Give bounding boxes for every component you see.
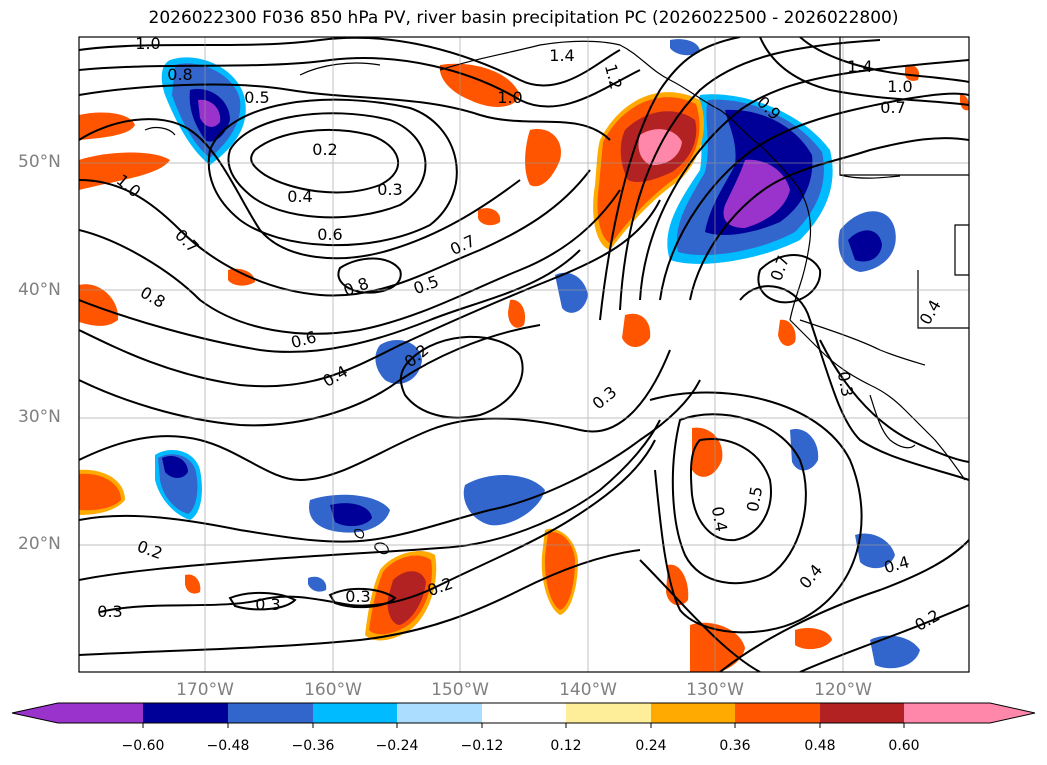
contour-label: 1.0 <box>887 77 912 96</box>
contour-label: 0.6 <box>317 225 342 244</box>
contour-label: 0.2 <box>312 140 337 159</box>
contour-label: 0.4 <box>287 187 312 206</box>
latitude-label: 40°N <box>18 280 61 300</box>
longitude-label: 150°W <box>431 680 489 700</box>
colorbar-segment <box>566 703 651 723</box>
colorbar-segment <box>313 703 397 723</box>
colorbar-tick-label: 0.24 <box>635 738 666 754</box>
longitude-label: 170°W <box>176 680 234 700</box>
contour-label: 1.4 <box>847 57 872 76</box>
contour-label: 0.3 <box>377 180 402 199</box>
colorbar-segment <box>482 703 566 723</box>
colorbar-tick-label: 0.12 <box>550 738 581 754</box>
map-title: 2026022300 F036 850 hPa PV, river basin … <box>0 8 1047 28</box>
colorbar-segment <box>651 703 735 723</box>
contour-label: 0.8 <box>167 65 192 84</box>
colorbar-segment <box>143 703 228 723</box>
contour-label: 1.0 <box>497 88 522 107</box>
colorbar <box>0 698 1047 734</box>
map-plot: 1.0 0.8 0.5 1.4 1.2 1.0 1.4 1.0 0.7 0.9 … <box>0 0 1047 700</box>
colorbar-tick-label: −0.60 <box>122 738 165 754</box>
colorbar-tick-label: −0.48 <box>207 738 250 754</box>
colorbar-segment <box>735 703 820 723</box>
contour-label: 0.7 <box>880 98 905 117</box>
latitude-label: 20°N <box>18 534 61 554</box>
contour-label: 0.3 <box>97 602 122 621</box>
colorbar-segment <box>820 703 904 723</box>
colorbar-segment <box>904 703 1035 723</box>
colorbar-segment <box>228 703 313 723</box>
colorbar-segment <box>397 703 482 723</box>
colorbar-tick-label: −0.36 <box>292 738 335 754</box>
latitude-label: 50°N <box>18 152 61 172</box>
longitude-label: 160°W <box>304 680 362 700</box>
colorbar-tick-label: 0.36 <box>719 738 750 754</box>
colorbar-tick-label: 0.60 <box>888 738 919 754</box>
longitude-label: 130°W <box>686 680 744 700</box>
colorbar-tick-label: −0.24 <box>376 738 419 754</box>
contour-label: 0.3 <box>345 587 370 606</box>
latitude-label: 30°N <box>18 407 61 427</box>
colorbar-tick-label: −0.12 <box>461 738 504 754</box>
colorbar-segment <box>12 703 143 723</box>
colorbar-tick-label: 0.48 <box>804 738 835 754</box>
contour-label: 0.3 <box>255 595 280 614</box>
longitude-label: 140°W <box>559 680 617 700</box>
contour-label: 0.5 <box>244 88 269 107</box>
contour-label: 1.4 <box>549 46 574 65</box>
longitude-label: 120°W <box>814 680 872 700</box>
